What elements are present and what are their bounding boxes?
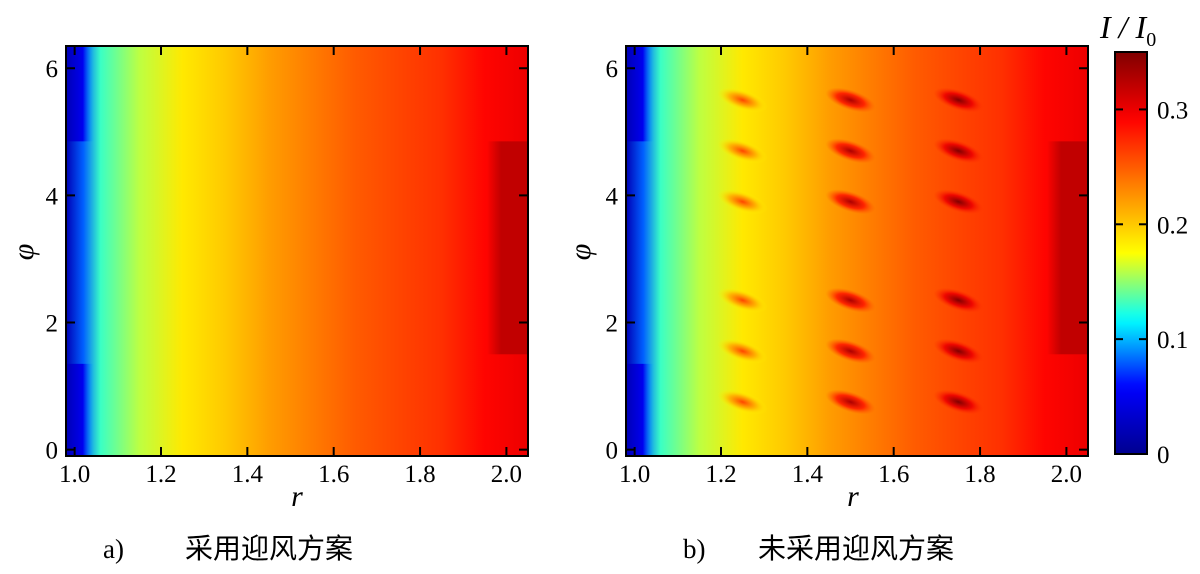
- inner-boundary-band: [66, 46, 95, 142]
- hot-spot: [933, 138, 984, 164]
- y-tick-label: 2: [606, 311, 619, 338]
- colorbar: 00.10.20.3 I / I0: [1099, 9, 1188, 469]
- colorbar-frame: [1114, 51, 1148, 455]
- caption-a: 采用迎风方案: [185, 532, 353, 565]
- x-tick-label: 1.2: [705, 461, 736, 488]
- x-tick-label: 1.6: [318, 461, 349, 488]
- hot-spot: [717, 389, 768, 415]
- outer-boundary-band: [1046, 141, 1088, 355]
- y-tick-label: 0: [606, 438, 619, 465]
- x-tick-label: 1.4: [792, 461, 824, 488]
- outer-boundary-band: [486, 141, 528, 355]
- hot-spot: [825, 189, 876, 215]
- hot-spot: [717, 87, 768, 113]
- x-tick-label: 1.2: [145, 461, 176, 488]
- colorbar-tick-label: 0.1: [1157, 327, 1188, 354]
- hot-spot: [717, 287, 768, 313]
- inner-boundary-band: [626, 363, 655, 456]
- x-tick-label: 1.4: [232, 461, 264, 488]
- heatmap-a: [66, 46, 528, 456]
- caption-b: 未采用迎风方案: [758, 532, 954, 565]
- colorbar-title-subscript: 0: [1146, 29, 1156, 51]
- y-tick-label: 0: [46, 438, 59, 465]
- x-tick-label: 1.8: [964, 461, 995, 488]
- x-axis-label-b: r: [847, 480, 859, 513]
- hot-spot: [933, 389, 984, 415]
- hot-spot: [825, 389, 876, 415]
- colorbar-gradient: [1115, 52, 1147, 454]
- y-tick-label: 4: [606, 183, 619, 210]
- x-tick-label: 1.0: [619, 461, 650, 488]
- y-tick-label: 6: [606, 56, 619, 83]
- ticks-b: 1.0 1.2 1.4 1.6 1.8 2.0 0 2 4 6: [606, 46, 1088, 488]
- hot-spot: [933, 87, 984, 113]
- colorbar-tick-label: 0.3: [1157, 97, 1188, 124]
- x-tick-label: 1.6: [878, 461, 909, 488]
- hot-spot: [933, 287, 984, 313]
- hot-spot: [825, 87, 876, 113]
- x-tick-label: 1.0: [59, 461, 90, 488]
- y-axis-label-b: φ: [564, 244, 597, 261]
- hot-spot: [825, 338, 876, 364]
- y-tick-label: 6: [46, 56, 59, 83]
- colorbar-tick-label: 0: [1157, 442, 1170, 469]
- panel-label-a: a): [103, 534, 124, 564]
- heatmap-b: [626, 46, 1088, 456]
- colorbar-title: I / I0: [1099, 9, 1156, 51]
- y-tick-label: 2: [46, 311, 59, 338]
- y-axis-label-a: φ: [7, 244, 40, 261]
- x-tick-label: 1.8: [404, 461, 435, 488]
- colorbar-ticks: 0 0.1 0.2 0.3: [1115, 97, 1188, 469]
- colorbar-tick-label: 0.2: [1157, 212, 1188, 239]
- ticks-a: 1.0 1.2 1.4 1.6 1.8 2.0 0 2 4 6: [46, 46, 528, 488]
- plot-frame-b: [625, 45, 1089, 457]
- hot-spot: [717, 138, 768, 164]
- panel-b: 1.0 1.2 1.4 1.6 1.8 2.0 0 2 4 6 r φ b) 未采用迎风方案: [564, 45, 1089, 565]
- hot-spot: [717, 338, 768, 364]
- colorbar-title-main: I / I: [1099, 9, 1148, 45]
- hot-spot: [825, 287, 876, 313]
- inner-boundary-band: [626, 46, 655, 142]
- hot-spot: [717, 189, 768, 215]
- x-tick-label: 2.0: [1051, 461, 1082, 488]
- hot-spot: [825, 138, 876, 164]
- plot-frame-a: [65, 45, 529, 457]
- x-axis-label-a: r: [291, 480, 303, 513]
- hot-spot: [933, 338, 984, 364]
- x-tick-label: 2.0: [491, 461, 522, 488]
- heatmap-field: [626, 46, 1088, 456]
- panel-a: 1.0 1.2 1.4 1.6 1.8 2.0 0 2 4 6 r φ a) 采用迎风方案: [7, 45, 529, 565]
- inner-boundary-band: [66, 363, 95, 456]
- hot-spot: [933, 189, 984, 215]
- y-tick-label: 4: [46, 183, 59, 210]
- panel-label-b: b): [683, 534, 706, 564]
- heatmap-field: [66, 46, 528, 456]
